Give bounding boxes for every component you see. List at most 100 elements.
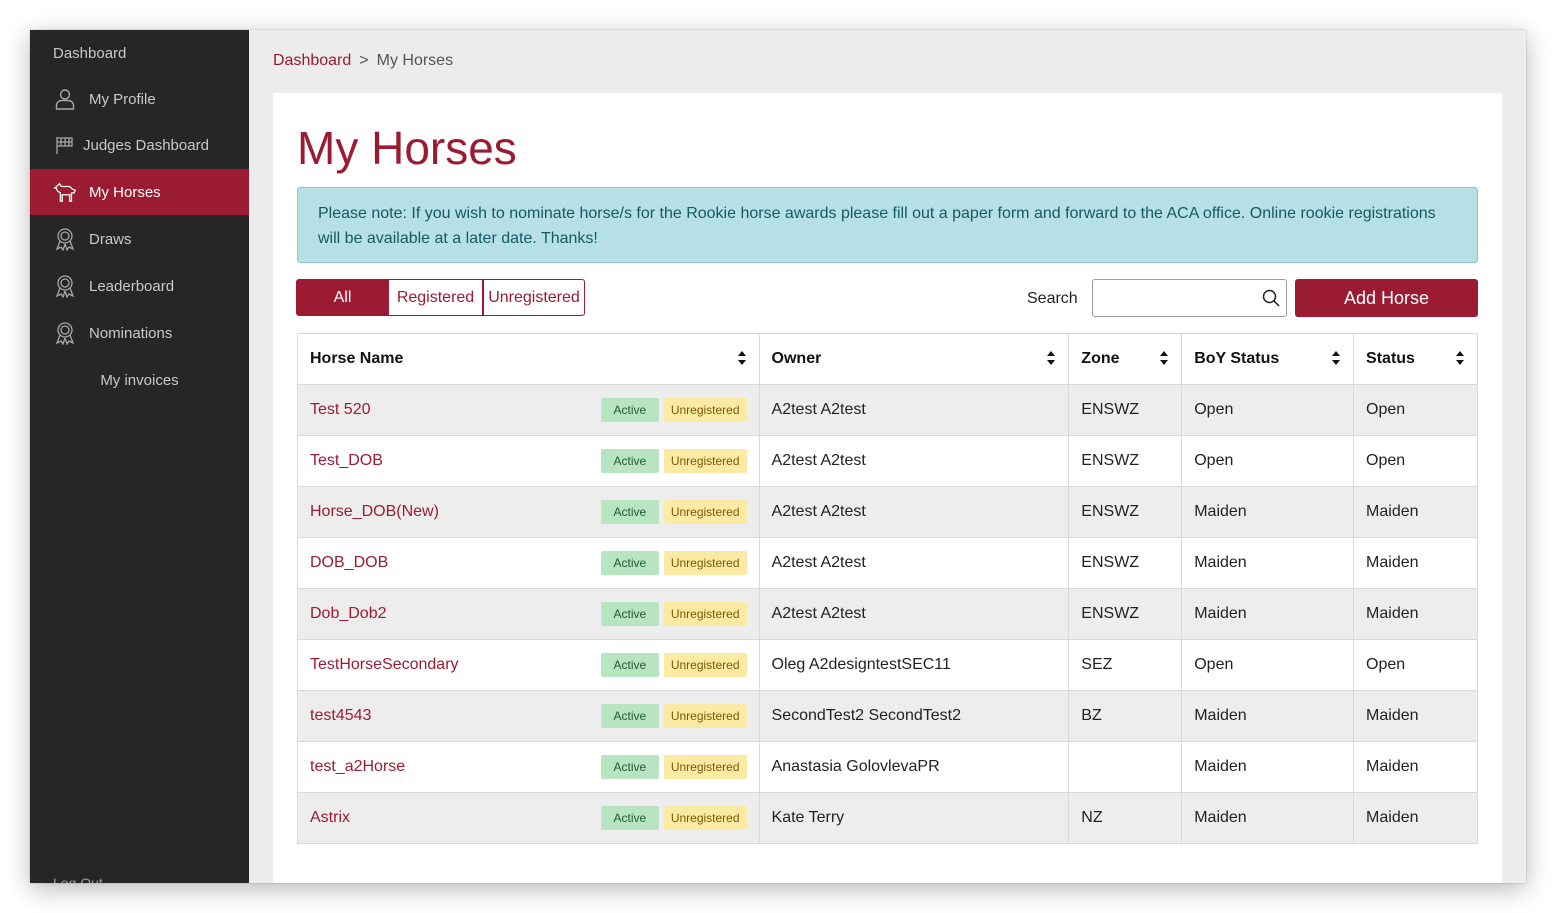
award-icon <box>53 227 77 251</box>
sidebar-dashboard-link[interactable]: Dashboard <box>53 45 127 62</box>
search-input[interactable] <box>1101 280 1261 316</box>
cell-zone: SEZ <box>1068 639 1183 691</box>
unregistered-badge: Unregistered <box>663 755 747 779</box>
search-field <box>1092 279 1287 317</box>
search-icon[interactable] <box>1262 289 1280 307</box>
cell-boy-status: Maiden <box>1181 690 1355 742</box>
sidebar-item-label: Leaderboard <box>89 277 175 295</box>
sidebar-item-label: Nominations <box>89 324 173 342</box>
table-row: Test_DOB Active Unregistered A2test A2test E… <box>297 435 1478 487</box>
logout-link[interactable]: Log Out <box>53 875 103 883</box>
table-row: Astrix Active Unregistered Kate Terry NZ Maid… <box>297 792 1478 844</box>
horse-name-link[interactable]: TestHorseSecondary <box>310 656 459 673</box>
active-badge: Active <box>600 398 659 422</box>
horse-name-link[interactable]: Test_DOB <box>310 452 383 469</box>
cell-status: Open <box>1353 639 1478 691</box>
sidebar-item-label: Draws <box>89 230 132 248</box>
add-horse-button[interactable]: Add Horse <box>1295 279 1478 317</box>
unregistered-badge: Unregistered <box>663 806 747 830</box>
horse-name-link[interactable]: DOB_DOB <box>310 554 389 571</box>
cell-status: Maiden <box>1353 741 1478 793</box>
flag-icon <box>53 133 77 157</box>
sidebar-item-nominations[interactable]: Nominations <box>30 310 249 356</box>
cell-owner: Anastasia GolovlevaPR <box>758 741 1070 793</box>
unregistered-badge: Unregistered <box>663 653 747 677</box>
cell-horse-name: test4543 Active Unregistered <box>297 690 760 742</box>
cell-boy-status: Maiden <box>1181 537 1355 589</box>
award-icon <box>53 274 77 298</box>
column-header-zone[interactable]: Zone <box>1068 333 1183 385</box>
cell-owner: A2test A2test <box>758 384 1070 436</box>
cell-zone: ENSWZ <box>1068 384 1183 436</box>
table-row: Dob_Dob2 Active Unregistered A2test A2test E… <box>297 588 1478 640</box>
horse-name-link[interactable]: Test 520 <box>310 401 371 418</box>
horse-name-link[interactable]: test_a2Horse <box>310 758 406 775</box>
cell-horse-name: Dob_Dob2 Active Unregistered <box>297 588 760 640</box>
cell-owner: A2test A2test <box>758 435 1070 487</box>
cell-boy-status: Open <box>1181 639 1355 691</box>
sort-icon[interactable] <box>737 350 747 366</box>
filter-registered-button[interactable]: Registered <box>389 279 483 316</box>
cell-owner: A2test A2test <box>758 486 1070 538</box>
sort-icon[interactable] <box>1046 350 1056 366</box>
sort-icon[interactable] <box>1455 350 1465 366</box>
unregistered-badge: Unregistered <box>663 398 747 422</box>
cell-horse-name: TestHorseSecondary Active Unregistered <box>297 639 760 691</box>
sort-icon[interactable] <box>1159 350 1169 366</box>
table-row: Test 520 Active Unregistered A2test A2test E… <box>297 384 1478 436</box>
cell-boy-status: Maiden <box>1181 486 1355 538</box>
sidebar-item-draws[interactable]: Draws <box>30 216 249 262</box>
sidebar-item-my-profile[interactable]: My Profile <box>30 76 249 122</box>
sidebar-item-leaderboard[interactable]: Leaderboard <box>30 263 249 309</box>
unregistered-badge: Unregistered <box>663 602 747 626</box>
badge-group: Active Unregistered <box>600 449 747 473</box>
cell-owner: Kate Terry <box>758 792 1070 844</box>
cell-status: Maiden <box>1353 792 1478 844</box>
unregistered-badge: Unregistered <box>663 500 747 524</box>
cell-owner: A2test A2test <box>758 588 1070 640</box>
filter-all-button[interactable]: All <box>296 279 389 316</box>
sidebar-item-my-invoices[interactable]: My invoices <box>30 357 249 403</box>
active-badge: Active <box>600 653 659 677</box>
column-header-boy-status[interactable]: BoY Status <box>1181 333 1355 385</box>
unregistered-badge: Unregistered <box>663 704 747 728</box>
filter-unregistered-button[interactable]: Unregistered <box>483 279 585 316</box>
table-body: Test 520 Active Unregistered A2test A2test E… <box>297 384 1478 844</box>
cell-boy-status: Maiden <box>1181 792 1355 844</box>
sidebar-item-judges-dashboard[interactable]: Judges Dashboard <box>30 122 249 168</box>
cell-boy-status: Maiden <box>1181 741 1355 793</box>
table-header-row: Horse Name Owner Zone BoY Status Status <box>297 333 1478 385</box>
cell-boy-status: Open <box>1181 384 1355 436</box>
horses-table: Horse Name Owner Zone BoY Status Status … <box>297 333 1478 844</box>
horse-name-link[interactable]: test4543 <box>310 707 372 724</box>
horse-name-link[interactable]: Dob_Dob2 <box>310 605 387 622</box>
cell-owner: SecondTest2 SecondTest2 <box>758 690 1070 742</box>
column-header-status[interactable]: Status <box>1353 333 1478 385</box>
sort-icon[interactable] <box>1331 350 1341 366</box>
cell-zone: NZ <box>1068 792 1183 844</box>
badge-group: Active Unregistered <box>600 806 747 830</box>
notice-alert: Please note: If you wish to nominate hor… <box>297 187 1478 263</box>
cell-boy-status: Open <box>1181 435 1355 487</box>
breadcrumb-home[interactable]: Dashboard <box>273 52 352 69</box>
sidebar-item-label: Judges Dashboard <box>83 136 209 154</box>
badge-group: Active Unregistered <box>600 755 747 779</box>
sidebar-item-my-horses[interactable]: My Horses <box>30 169 249 215</box>
active-badge: Active <box>600 704 659 728</box>
user-icon <box>53 87 77 111</box>
column-header-owner[interactable]: Owner <box>758 333 1070 385</box>
cell-horse-name: Horse_DOB(New) Active Unregistered <box>297 486 760 538</box>
cell-status: Maiden <box>1353 486 1478 538</box>
table-row: TestHorseSecondary Active Unregistered Oleg… <box>297 639 1478 691</box>
search-label: Search <box>1027 290 1078 307</box>
breadcrumb: Dashboard > My Horses <box>273 52 453 70</box>
cell-boy-status: Maiden <box>1181 588 1355 640</box>
unregistered-badge: Unregistered <box>663 551 747 575</box>
breadcrumb-current: My Horses <box>376 52 454 69</box>
horse-icon <box>53 180 77 204</box>
horse-name-link[interactable]: Astrix <box>310 809 350 826</box>
badge-group: Active Unregistered <box>600 653 747 677</box>
badge-group: Active Unregistered <box>600 551 747 575</box>
column-header-horse-name[interactable]: Horse Name <box>297 333 760 385</box>
horse-name-link[interactable]: Horse_DOB(New) <box>310 503 439 520</box>
